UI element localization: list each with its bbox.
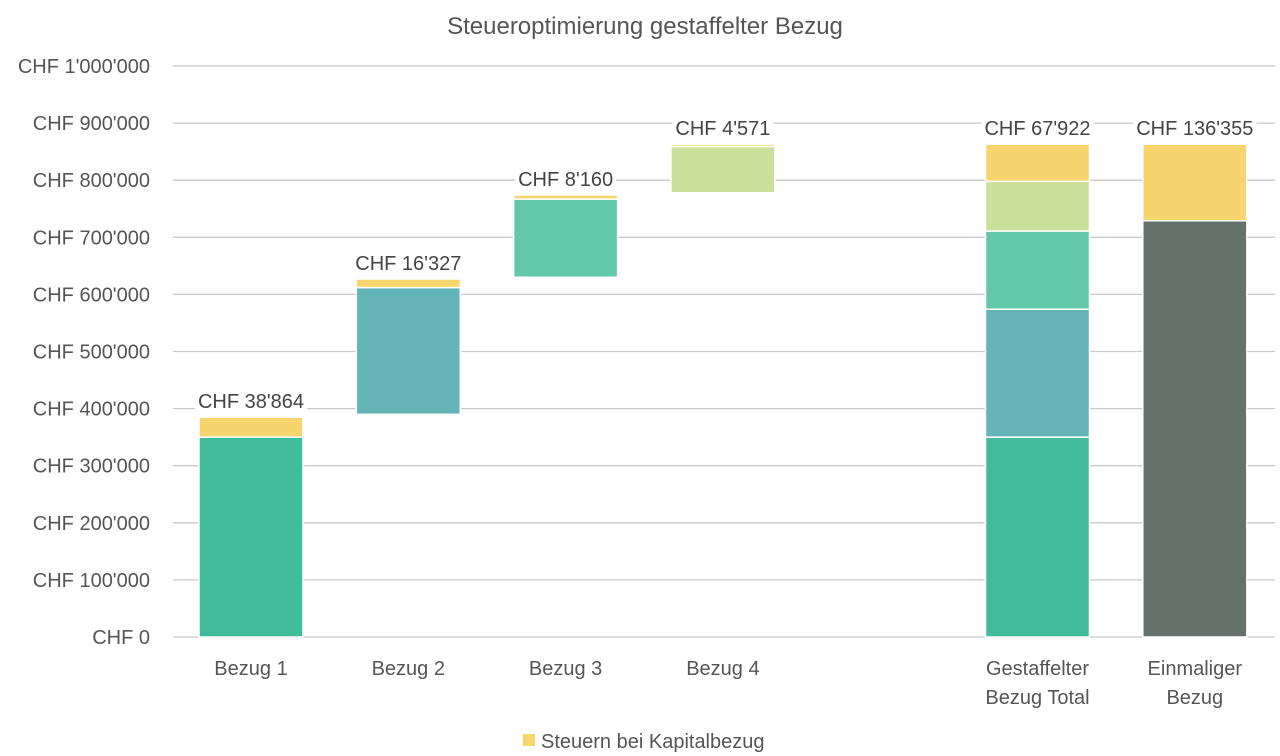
legend-swatch (523, 734, 535, 746)
y-tick-label: CHF 1'000'000 (18, 56, 150, 78)
bar-segment (984, 308, 1091, 438)
bar-segment (1142, 219, 1248, 638)
y-tick-label: CHF 700'000 (33, 227, 150, 249)
data-label: CHF 67'922 (984, 118, 1090, 140)
x-tick-label: Bezug Total (985, 687, 1089, 709)
y-tick-label: CHF 800'000 (33, 170, 150, 192)
y-tick-label: CHF 100'000 (33, 570, 150, 592)
bars (198, 143, 1248, 638)
bar-segment (355, 286, 462, 416)
data-label-background (515, 168, 617, 193)
data-label-background (1133, 117, 1257, 142)
y-tick-label: CHF 400'000 (33, 399, 150, 421)
x-tick-label: Bezug 1 (214, 658, 287, 680)
y-axis-ticks: CHF 0 CHF 100'000 CHF 200'000 CHF 300'000 CH… (18, 56, 150, 649)
x-tick-label: Bezug 2 (372, 658, 445, 680)
data-label: CHF 4'571 (675, 118, 770, 140)
bar-segment (512, 194, 619, 200)
data-label: CHF 136'355 (1136, 118, 1253, 140)
bar-segment (670, 143, 776, 148)
bar-segment (984, 143, 1091, 183)
x-tick-label: Bezug 3 (529, 658, 602, 680)
bar-segment (670, 145, 776, 194)
chart-title: Steueroptimierung gestaffelter Bezug (447, 13, 843, 40)
x-tick-label: Bezug (1166, 687, 1223, 709)
data-label-background (672, 117, 774, 142)
data-label: CHF 16'327 (355, 253, 461, 275)
y-tick-label: CHF 300'000 (33, 456, 150, 478)
bar-segment (198, 416, 304, 438)
x-tick-label: Gestaffelter (986, 658, 1089, 680)
bar-segment (984, 180, 1091, 232)
data-labels: CHF 38'864 CHF 16'327 CHF 8'160 CHF 4'571 CH… (194, 117, 1257, 415)
y-tick-label: CHF 900'000 (33, 113, 150, 135)
bar-segment (198, 436, 304, 638)
bar-segment (984, 230, 1091, 310)
bar-segment (355, 278, 462, 289)
bar-segment (512, 198, 619, 279)
data-label-background (981, 117, 1094, 142)
y-tick-label: CHF 500'000 (33, 342, 150, 364)
bar-segment (1142, 143, 1248, 222)
data-label: CHF 38'864 (198, 391, 304, 413)
data-label-background (352, 251, 465, 276)
y-tick-label: CHF 600'000 (33, 284, 150, 306)
y-tick-label: CHF 0 (92, 627, 150, 649)
legend-label: Steuern bei Kapitalbezug (541, 731, 765, 753)
y-tick-label: CHF 200'000 (33, 513, 150, 535)
x-axis-ticks: Bezug 1 Bezug 2 Bezug 3 Bezug 4 Gestaffelter… (214, 658, 1242, 709)
data-label: CHF 8'160 (518, 169, 613, 191)
bar-segment (984, 436, 1091, 638)
data-label-background (194, 390, 308, 415)
x-tick-label: Bezug 4 (686, 658, 759, 680)
x-tick-label: Einmaliger (1148, 658, 1243, 680)
legend: Steuern bei Kapitalbezug (523, 731, 765, 753)
